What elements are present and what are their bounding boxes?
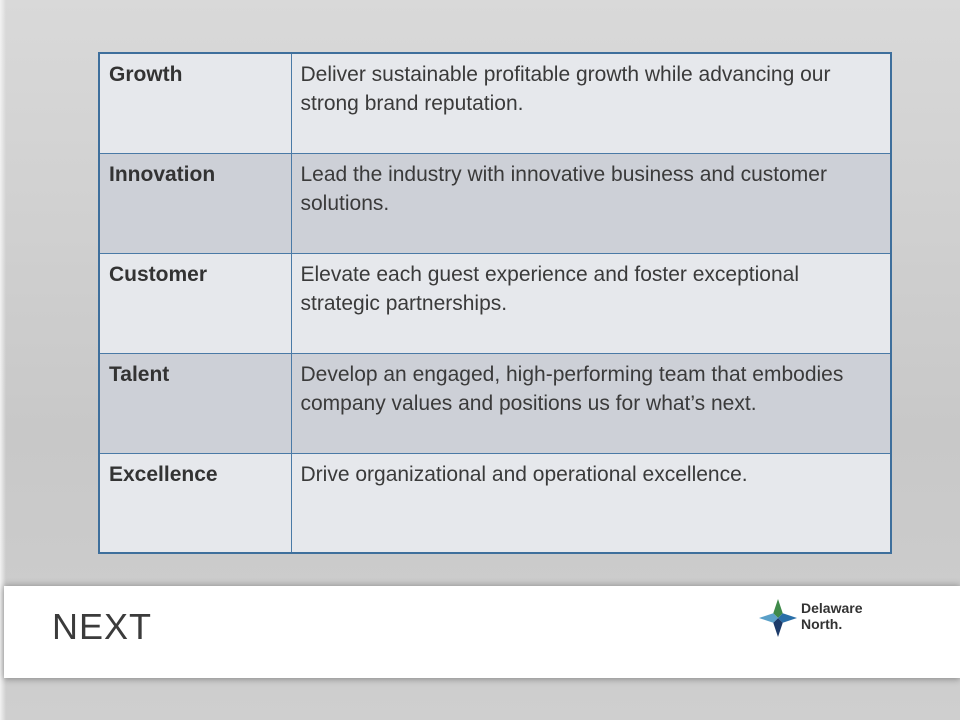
description-cell: Drive organizational and operational exc… (290, 452, 892, 554)
description-cell: Deliver sustainable profitable growth wh… (290, 52, 892, 154)
delaware-north-wordmark: Delaware North. (801, 600, 862, 632)
table-row: Innovation Lead the industry with innova… (98, 152, 892, 254)
footer-bar: NEXT Delaware North. (4, 586, 960, 678)
values-table: Growth Deliver sustainable profitable gr… (98, 52, 892, 554)
description-cell: Lead the industry with innovative busine… (290, 152, 892, 254)
term-cell: Excellence (98, 452, 292, 554)
table-row: Growth Deliver sustainable profitable gr… (98, 52, 892, 154)
term-cell: Innovation (98, 152, 292, 254)
table-row: Customer Elevate each guest experience a… (98, 252, 892, 354)
table-row: Excellence Drive organizational and oper… (98, 452, 892, 554)
table-row: Talent Develop an engaged, high-performi… (98, 352, 892, 454)
description-cell: Elevate each guest experience and foster… (290, 252, 892, 354)
term-cell: Growth (98, 52, 292, 154)
delaware-north-star-icon (759, 599, 797, 637)
description-cell: Develop an engaged, high-performing team… (290, 352, 892, 454)
next-logo: NEXT (52, 606, 153, 647)
term-cell: Talent (98, 352, 292, 454)
term-cell: Customer (98, 252, 292, 354)
logo-line-1: Delaware (801, 600, 863, 616)
slide-edge-highlight (0, 0, 6, 720)
logo-line-2: North. (801, 616, 843, 632)
delaware-north-logo: Delaware North. (759, 596, 879, 640)
